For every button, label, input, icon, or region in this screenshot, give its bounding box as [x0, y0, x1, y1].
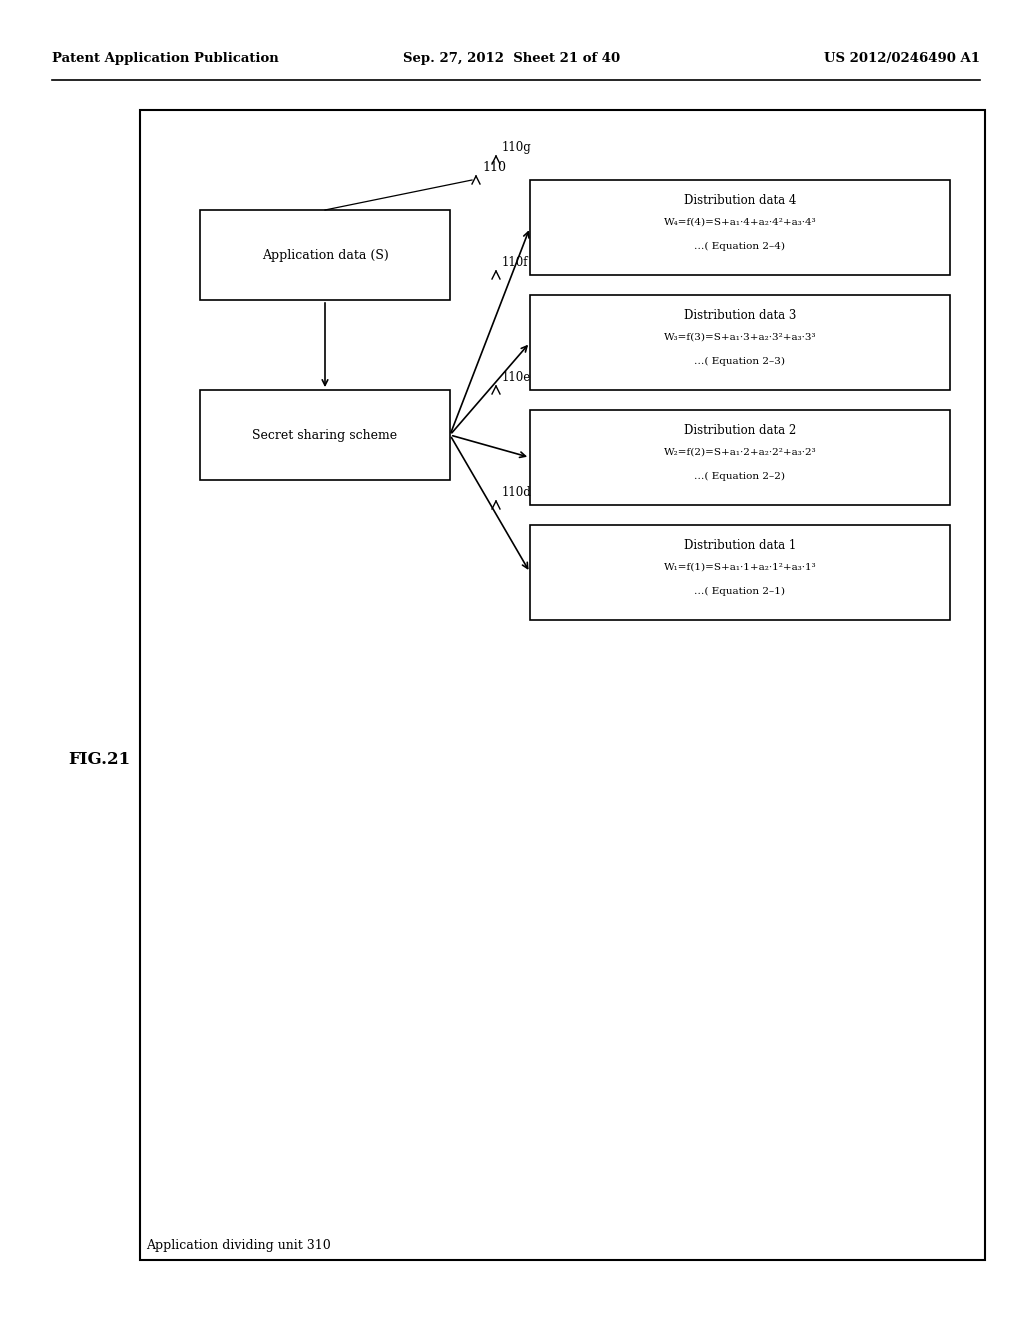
Text: Sep. 27, 2012  Sheet 21 of 40: Sep. 27, 2012 Sheet 21 of 40 — [403, 51, 621, 65]
Text: 110g: 110g — [502, 141, 531, 154]
Text: Distribution data 3: Distribution data 3 — [684, 309, 797, 322]
Text: Distribution data 4: Distribution data 4 — [684, 194, 797, 207]
Text: FIG.21: FIG.21 — [68, 751, 130, 768]
Text: US 2012/0246490 A1: US 2012/0246490 A1 — [824, 51, 980, 65]
Text: Application dividing unit 310: Application dividing unit 310 — [146, 1239, 331, 1251]
Text: Distribution data 2: Distribution data 2 — [684, 424, 796, 437]
Text: W₂=f(2)=S+a₁·2+a₂·2²+a₃·2³: W₂=f(2)=S+a₁·2+a₂·2²+a₃·2³ — [664, 447, 816, 457]
Text: 110f: 110f — [502, 256, 528, 269]
Text: W₁=f(1)=S+a₁·1+a₂·1²+a₃·1³: W₁=f(1)=S+a₁·1+a₂·1²+a₃·1³ — [664, 564, 816, 572]
Text: W₄=f(4)=S+a₁·4+a₂·4²+a₃·4³: W₄=f(4)=S+a₁·4+a₂·4²+a₃·4³ — [664, 218, 816, 227]
Text: …( Equation 2–1): …( Equation 2–1) — [694, 587, 785, 597]
Text: 110e: 110e — [502, 371, 531, 384]
Bar — [530, 294, 950, 389]
Text: Distribution data 1: Distribution data 1 — [684, 539, 796, 552]
Bar — [530, 525, 950, 620]
Text: …( Equation 2–2): …( Equation 2–2) — [694, 473, 785, 480]
Text: …( Equation 2–3): …( Equation 2–3) — [694, 356, 785, 366]
Bar — [530, 411, 950, 506]
Text: Patent Application Publication: Patent Application Publication — [52, 51, 279, 65]
Text: 110: 110 — [482, 161, 506, 174]
Text: Application data (S): Application data (S) — [261, 248, 388, 261]
Text: W₃=f(3)=S+a₁·3+a₂·3²+a₃·3³: W₃=f(3)=S+a₁·3+a₂·3²+a₃·3³ — [664, 333, 816, 342]
Bar — [140, 110, 985, 1261]
Text: Secret sharing scheme: Secret sharing scheme — [253, 429, 397, 441]
Bar — [200, 389, 450, 480]
Bar — [530, 180, 950, 275]
Text: 110d: 110d — [502, 486, 531, 499]
Text: …( Equation 2–4): …( Equation 2–4) — [694, 242, 785, 251]
Bar — [200, 210, 450, 300]
